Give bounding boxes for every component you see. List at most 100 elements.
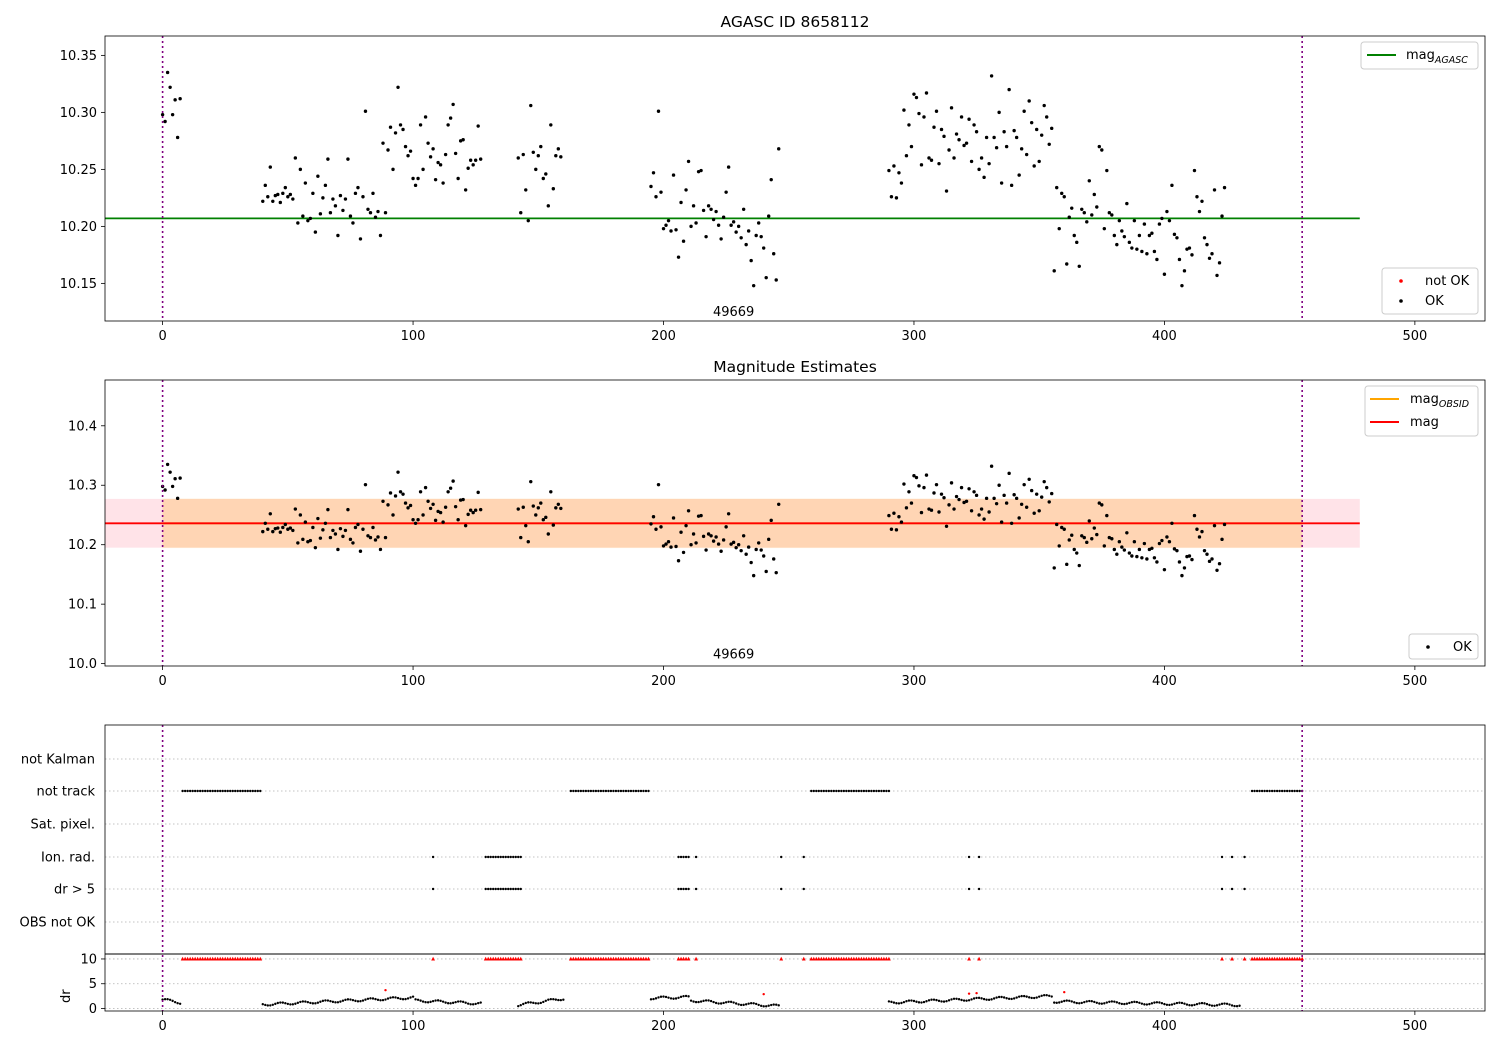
dr-point	[925, 1000, 928, 1003]
dr-point	[1035, 996, 1038, 999]
flag-point	[512, 855, 515, 859]
data-point-ok	[947, 148, 951, 152]
dr-point	[957, 998, 961, 1001]
dr-point	[960, 998, 963, 1002]
data-point-ok	[902, 482, 906, 486]
dr-point	[399, 997, 402, 1001]
data-point-ok	[669, 229, 673, 233]
dr-point	[446, 1002, 450, 1005]
data-point-ok	[1042, 103, 1046, 108]
data-point-ok	[1022, 482, 1026, 487]
panel-agasc: AGASC ID 8658112 10.15 10.20 10.25 10.30 10.…	[60, 13, 1486, 344]
dr-capped-marker	[679, 956, 683, 961]
dr-point	[684, 994, 688, 998]
dr-point	[1225, 1002, 1229, 1006]
dr-point	[1170, 1003, 1174, 1006]
data-point-ok	[944, 189, 949, 193]
dr-point	[682, 994, 685, 998]
data-point-ok	[549, 123, 553, 127]
flag-point	[1273, 789, 1276, 793]
data-point-ok	[1019, 502, 1024, 506]
data-point-ok	[716, 223, 721, 227]
data-point-ok	[1060, 525, 1064, 530]
data-point-ok	[1172, 547, 1177, 551]
data-point-ok	[1135, 554, 1139, 559]
dr-capped-marker	[488, 956, 493, 961]
dr-point	[559, 998, 563, 1002]
data-point-ok	[957, 138, 961, 142]
dr-point	[557, 998, 560, 1002]
dr-point	[1133, 1000, 1136, 1004]
dr-point	[759, 1004, 763, 1008]
data-point-ok	[559, 155, 563, 159]
data-point-ok	[1110, 213, 1114, 217]
data-point-ok	[381, 499, 385, 503]
dr-capped-marker	[518, 956, 523, 961]
dr-capped-marker	[831, 956, 836, 961]
dr-capped-marker	[814, 956, 819, 961]
dr-capped-marker	[215, 956, 220, 961]
dr-point	[524, 1001, 527, 1005]
flag-point	[216, 789, 219, 793]
data-point-ok	[1187, 554, 1192, 558]
dr-point	[444, 1001, 447, 1004]
dr-point	[464, 1001, 467, 1004]
flag-point	[842, 789, 846, 793]
data-point-ok	[1197, 535, 1202, 539]
data-point-ok	[303, 181, 308, 185]
data-point-ok	[767, 214, 771, 218]
data-point-ok	[1007, 87, 1011, 92]
flag-point	[589, 789, 593, 793]
flag-point	[224, 789, 227, 793]
dr-point	[1138, 1001, 1141, 1004]
dr-capped-marker	[193, 956, 198, 961]
dr-point	[699, 1000, 703, 1003]
flag-point	[514, 855, 517, 859]
data-point-ok	[1180, 283, 1184, 288]
data-point-ok	[934, 109, 939, 113]
dr-point	[1070, 1000, 1073, 1003]
flag-point	[492, 887, 495, 891]
data-point-ok	[544, 515, 548, 520]
dr-point	[687, 995, 690, 998]
dr-point	[176, 1002, 179, 1005]
data-point-ok	[376, 535, 380, 539]
flag-point	[870, 789, 873, 793]
dr-point	[652, 997, 655, 1001]
flag-point	[632, 789, 635, 793]
dr-point	[987, 998, 991, 1002]
dr-capped-marker	[1275, 956, 1280, 961]
flag-point	[574, 789, 578, 793]
data-point-ok	[709, 534, 713, 538]
dr-point	[299, 1000, 302, 1004]
panel-1-title: AGASC ID 8658112	[721, 13, 870, 31]
dr-point	[674, 997, 678, 1000]
data-point-ok	[1125, 201, 1129, 206]
flag-point	[587, 789, 590, 793]
flag-point	[1288, 789, 1291, 793]
data-point-ok	[338, 526, 343, 531]
data-point-ok	[476, 490, 480, 495]
flag-point	[504, 855, 507, 859]
data-point-ok	[674, 544, 678, 549]
data-point-ok	[919, 510, 924, 515]
flag-point	[599, 789, 603, 793]
dr-point-not-ok	[975, 991, 978, 995]
data-point-ok	[1070, 533, 1074, 537]
data-point-ok	[1152, 249, 1157, 254]
data-point-ok	[266, 195, 270, 199]
data-point-ok	[301, 214, 305, 218]
dr-point	[346, 998, 350, 1001]
dr-capped-marker	[228, 956, 233, 961]
data-point-ok	[1167, 218, 1172, 223]
flag-point	[882, 789, 886, 793]
data-point-ok	[326, 507, 330, 512]
dr-capped-marker	[836, 956, 841, 961]
dr-point	[1238, 1004, 1241, 1007]
data-point-ok	[1072, 547, 1076, 552]
data-point-ok	[964, 499, 969, 503]
data-point-ok	[992, 496, 996, 501]
data-point-ok	[298, 513, 303, 517]
